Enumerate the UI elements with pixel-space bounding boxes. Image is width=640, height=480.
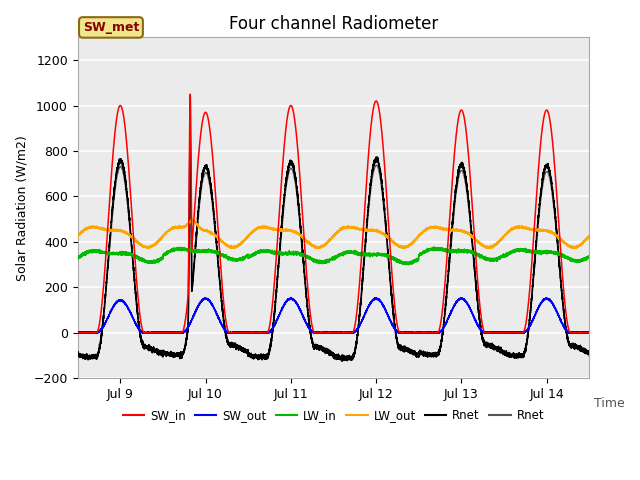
Rnet bbox=[483, 341, 490, 347]
LW_in bbox=[483, 256, 490, 262]
SW_in bbox=[497, 330, 504, 336]
Text: Time: Time bbox=[595, 397, 625, 410]
Rnet bbox=[497, 347, 504, 353]
Rnet bbox=[74, 352, 81, 358]
Rnet bbox=[289, 169, 297, 175]
SW_in bbox=[74, 330, 81, 336]
SW_in bbox=[458, 107, 465, 113]
SW_out bbox=[275, 313, 283, 319]
LW_out bbox=[486, 246, 493, 252]
Rnet bbox=[338, 359, 346, 364]
Line: SW_out: SW_out bbox=[77, 298, 589, 333]
Rnet bbox=[186, 129, 194, 134]
Rnet bbox=[483, 342, 490, 348]
LW_out bbox=[586, 233, 593, 239]
LW_in bbox=[74, 254, 81, 260]
LW_in bbox=[405, 262, 413, 268]
SW_out bbox=[497, 330, 504, 336]
LW_out bbox=[275, 227, 283, 232]
Rnet bbox=[275, 258, 283, 264]
Line: LW_in: LW_in bbox=[77, 247, 589, 265]
LW_out bbox=[483, 244, 490, 250]
Rnet bbox=[342, 356, 349, 361]
LW_in bbox=[289, 251, 297, 256]
SW_in bbox=[483, 330, 490, 336]
Rnet bbox=[477, 331, 485, 337]
Line: SW_in: SW_in bbox=[77, 94, 589, 333]
LW_out bbox=[477, 242, 485, 248]
SW_out bbox=[586, 329, 593, 335]
Rnet bbox=[586, 353, 593, 359]
SW_in bbox=[186, 91, 194, 97]
Rnet bbox=[586, 350, 593, 356]
LW_in bbox=[275, 251, 283, 257]
SW_out bbox=[289, 297, 297, 303]
LW_out bbox=[289, 228, 297, 234]
Rnet bbox=[458, 162, 465, 168]
Line: Rnet: Rnet bbox=[77, 164, 589, 359]
LW_out bbox=[74, 233, 81, 239]
SW_out bbox=[483, 330, 490, 336]
LW_in bbox=[497, 254, 504, 260]
SW_out bbox=[458, 296, 465, 302]
Rnet bbox=[458, 168, 465, 173]
SW_in bbox=[477, 316, 485, 322]
Line: LW_out: LW_out bbox=[77, 219, 589, 249]
Rnet bbox=[497, 346, 504, 352]
LW_in bbox=[477, 254, 485, 260]
LW_out bbox=[458, 228, 465, 234]
Text: SW_met: SW_met bbox=[83, 21, 139, 34]
Line: Rnet: Rnet bbox=[77, 132, 589, 361]
Rnet bbox=[477, 331, 485, 337]
LW_out bbox=[189, 216, 196, 222]
Legend: SW_in, SW_out, LW_in, LW_out, Rnet, Rnet: SW_in, SW_out, LW_in, LW_out, Rnet, Rnet bbox=[118, 404, 549, 427]
SW_out bbox=[287, 295, 294, 300]
LW_in bbox=[586, 255, 593, 261]
Rnet bbox=[186, 161, 194, 167]
LW_in bbox=[458, 248, 465, 254]
SW_out bbox=[477, 327, 485, 333]
SW_out bbox=[74, 330, 81, 336]
SW_in bbox=[275, 216, 283, 222]
Y-axis label: Solar Radiation (W/m2): Solar Radiation (W/m2) bbox=[15, 135, 28, 281]
LW_in bbox=[430, 244, 438, 250]
Rnet bbox=[74, 352, 81, 358]
SW_in bbox=[289, 108, 297, 114]
Rnet bbox=[289, 162, 297, 168]
Title: Four channel Radiometer: Four channel Radiometer bbox=[229, 15, 438, 33]
Rnet bbox=[275, 260, 283, 265]
SW_in bbox=[586, 330, 593, 336]
LW_out bbox=[497, 238, 504, 244]
